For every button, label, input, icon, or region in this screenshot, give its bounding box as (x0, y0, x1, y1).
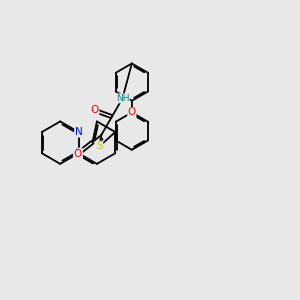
Text: N: N (75, 148, 83, 158)
Text: S: S (96, 141, 103, 151)
Text: NH: NH (116, 94, 129, 103)
Text: N: N (75, 127, 83, 137)
Text: O: O (74, 149, 82, 159)
Text: O: O (128, 107, 136, 118)
Text: O: O (91, 105, 99, 116)
